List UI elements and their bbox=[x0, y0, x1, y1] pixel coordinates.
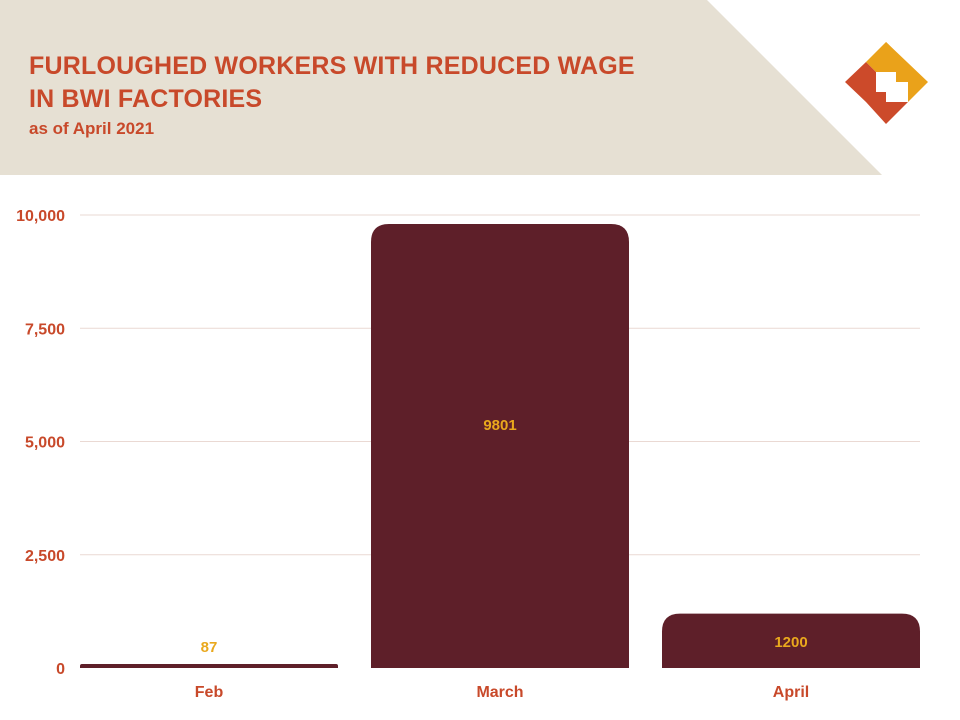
y-tick-label: 5,000 bbox=[25, 435, 65, 452]
y-tick-label: 2,500 bbox=[25, 548, 65, 565]
chart-title-line-1: FURLOUGHED WORKERS WITH REDUCED WAGE bbox=[29, 52, 635, 80]
y-tick-label: 10,000 bbox=[16, 208, 65, 225]
y-tick-label: 0 bbox=[56, 661, 65, 678]
y-tick-label: 7,500 bbox=[25, 321, 65, 338]
x-category-label: March bbox=[476, 684, 523, 701]
x-category-label: Feb bbox=[195, 684, 224, 701]
data-label: 87 bbox=[201, 639, 218, 656]
bar-march bbox=[371, 224, 629, 668]
bwi-logo-icon bbox=[845, 40, 928, 124]
data-label: 9801 bbox=[483, 417, 516, 434]
header-background bbox=[0, 0, 882, 175]
x-category-label: April bbox=[773, 684, 809, 701]
chart-title-line-2: IN BWI FACTORIES bbox=[29, 85, 263, 113]
chart-title: FURLOUGHED WORKERS WITH REDUCED WAGE IN … bbox=[29, 50, 635, 116]
chart-subtitle: as of April 2021 bbox=[29, 119, 155, 138]
data-label: 1200 bbox=[774, 634, 807, 651]
bar-april bbox=[662, 613, 920, 668]
bar-feb bbox=[80, 664, 338, 668]
